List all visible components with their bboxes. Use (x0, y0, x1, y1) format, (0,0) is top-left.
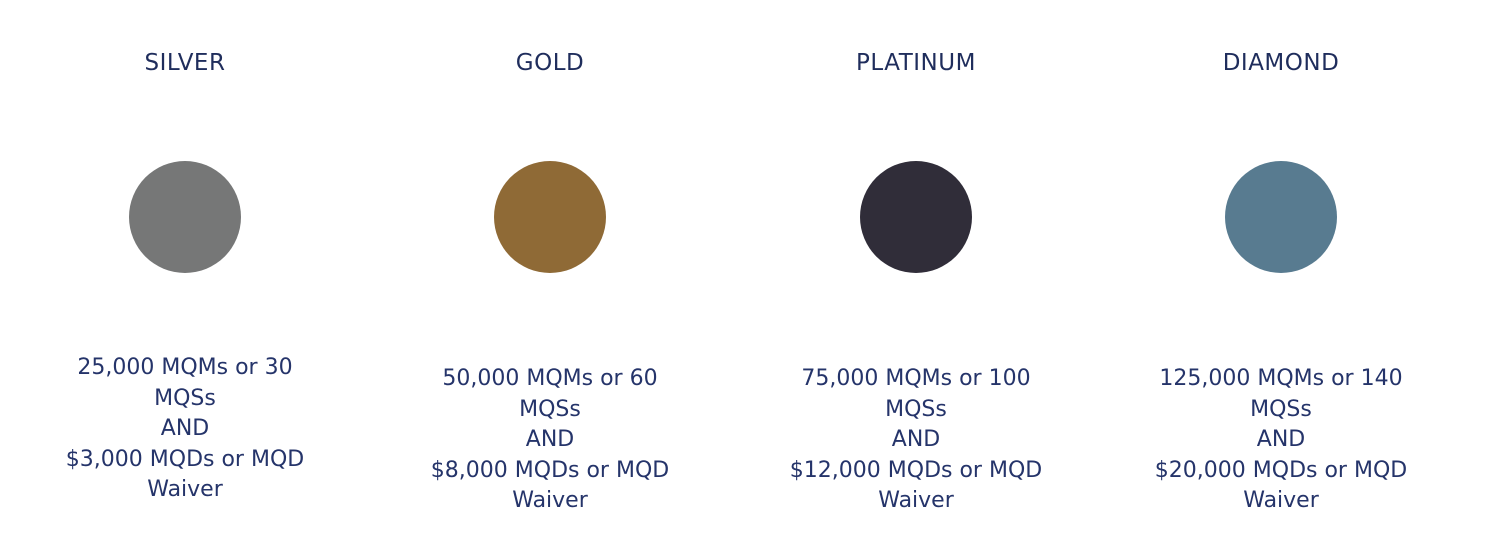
tier-badge (494, 161, 606, 273)
tier-name: DIAMOND (1222, 50, 1340, 76)
requirement-line: $8,000 MQDs or MQD (430, 457, 670, 483)
tier-requirements: 25,000 MQMs or 30 MQSs AND $3,000 MQDs or M… (2, 353, 368, 506)
tier-requirements: 75,000 MQMs or 100 MQSs AND $12,000 MQDs or… (733, 364, 1099, 517)
requirement-line: AND (1256, 427, 1306, 452)
requirement-line: AND (525, 427, 575, 452)
requirement-line: AND (891, 427, 941, 452)
requirement-line: Waiver (1243, 488, 1319, 513)
tier-name: GOLD (515, 50, 585, 76)
tier-name: SILVER (144, 50, 226, 76)
tier-badge (1225, 161, 1337, 273)
tier-column: SILVER 25,000 MQMs or 30 MQSs AND $3,000 MQD… (2, 0, 368, 548)
requirement-line: 75,000 MQMs or 100 (801, 366, 1031, 391)
tier-column: GOLD 50,000 MQMs or 60 MQSs AND $8,000 MQDs … (367, 0, 733, 548)
requirement-line: MQSs (519, 396, 581, 422)
requirement-line: Waiver (878, 488, 954, 513)
requirement-line: 125,000 MQMs or 140 (1159, 366, 1403, 391)
requirement-line: Waiver (147, 477, 223, 502)
tier-badge (860, 161, 972, 273)
tier-badge (129, 161, 241, 273)
requirement-line: AND (160, 416, 210, 441)
tier-name: PLATINUM (856, 50, 976, 76)
requirement-line: 25,000 MQMs or 30 (77, 355, 293, 380)
requirement-line: MQSs (1250, 396, 1312, 422)
requirement-line: Waiver (512, 488, 588, 513)
tier-requirements: 50,000 MQMs or 60 MQSs AND $8,000 MQDs or M… (367, 364, 733, 517)
requirement-line: MQSs (154, 385, 216, 411)
requirement-line: $3,000 MQDs or MQD (65, 446, 305, 472)
tier-requirements: 125,000 MQMs or 140 MQSs AND $20,000 MQDs o… (1098, 364, 1464, 517)
tier-column: PLATINUM 75,000 MQMs or 100 MQSs AND $12,000… (733, 0, 1099, 548)
requirement-line: $20,000 MQDs or MQD (1154, 457, 1408, 483)
requirement-line: MQSs (885, 396, 947, 422)
requirement-line: $12,000 MQDs or MQD (789, 457, 1043, 483)
tier-column: DIAMOND 125,000 MQMs or 140 MQSs AND $20,000… (1098, 0, 1464, 548)
requirement-line: 50,000 MQMs or 60 (442, 366, 658, 391)
